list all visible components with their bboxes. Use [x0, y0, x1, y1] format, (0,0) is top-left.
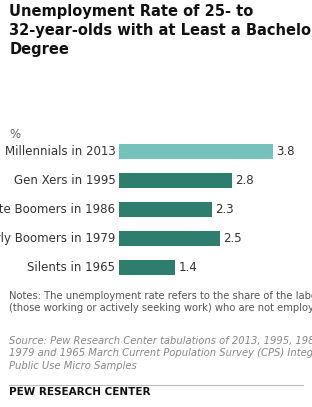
Text: Source: Pew Research Center tabulations of 2013, 1995, 1986,
1979 and 1965 March: Source: Pew Research Center tabulations … [9, 336, 312, 371]
Bar [119, 260, 175, 275]
Text: 1.4: 1.4 [178, 261, 197, 274]
Text: PEW RESEARCH CENTER: PEW RESEARCH CENTER [9, 387, 151, 398]
Text: Silents in 1965: Silents in 1965 [27, 261, 115, 274]
Text: 2.8: 2.8 [235, 174, 254, 187]
Text: Late Boomers in 1986: Late Boomers in 1986 [0, 203, 115, 216]
Text: Millennials in 2013: Millennials in 2013 [5, 145, 115, 158]
Text: Early Boomers in 1979: Early Boomers in 1979 [0, 232, 115, 245]
Text: 3.8: 3.8 [276, 145, 294, 158]
Text: Gen Xers in 1995: Gen Xers in 1995 [14, 174, 115, 187]
Text: Unemployment Rate of 25- to
32-year-olds with at Least a Bachelor’s
Degree: Unemployment Rate of 25- to 32-year-olds… [9, 4, 312, 57]
Bar [119, 231, 220, 246]
Bar [119, 202, 212, 217]
Text: 2.5: 2.5 [223, 232, 241, 245]
Text: Notes: The unemployment rate refers to the share of the labor force
(those worki: Notes: The unemployment rate refers to t… [9, 291, 312, 313]
Text: %: % [9, 128, 21, 141]
Text: 2.3: 2.3 [215, 203, 233, 216]
Bar [119, 144, 273, 159]
Bar [119, 173, 232, 188]
